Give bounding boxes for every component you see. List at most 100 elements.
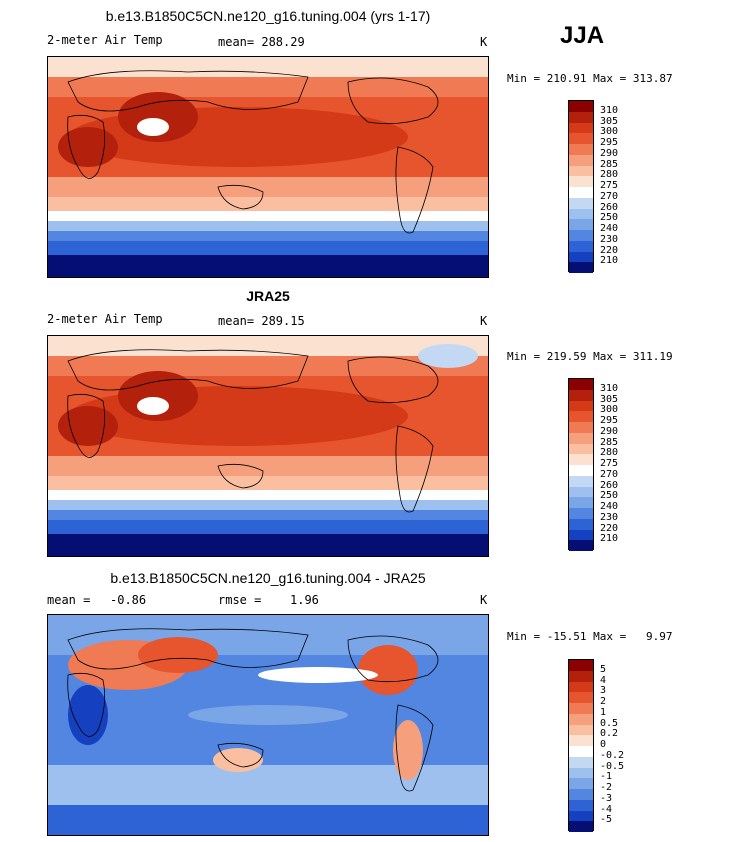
map1-south1	[48, 177, 488, 197]
map1-arctic	[48, 57, 488, 77]
panel-2-title: JRA25	[246, 288, 290, 304]
colorbar-tick-label: 4	[600, 674, 607, 686]
colorbar-tick-label: 3	[600, 685, 607, 697]
map1-africa-outline	[67, 114, 106, 179]
map3-south-band	[48, 765, 488, 805]
colorbar-swatch	[569, 497, 593, 508]
panel-3-minmax-value: 9.97	[646, 630, 673, 643]
map3-antarctic-band	[48, 805, 488, 835]
colorbar-swatch	[569, 778, 593, 789]
map-panel-1	[47, 56, 489, 278]
map2-namerica-outline	[347, 356, 439, 404]
colorbar-swatch	[569, 789, 593, 800]
colorbar-tick-label: 280	[600, 169, 619, 181]
colorbar-tick-label: 260	[600, 201, 619, 213]
colorbar-tick-label: 275	[600, 180, 619, 191]
colorbar-tick-label: 305	[600, 115, 619, 127]
map2-arctic	[48, 336, 488, 356]
colorbar-swatch	[569, 703, 593, 714]
colorbar-swatch	[569, 432, 593, 444]
map1-tibet	[137, 118, 169, 136]
panel-1-units: K	[480, 35, 488, 49]
colorbar-tick-label: 230	[600, 511, 619, 523]
colorbar-swatch	[569, 111, 593, 123]
colorbar-tick-label: 280	[600, 447, 619, 459]
colorbar-swatch	[569, 660, 593, 671]
map1-south2	[48, 197, 488, 211]
colorbar-tick-label: 300	[600, 404, 619, 416]
map1-namerica-outline	[347, 77, 439, 125]
map3-warm-samerica	[393, 720, 423, 780]
colorbar-panel-3	[568, 659, 594, 832]
map1-northmid	[48, 77, 488, 97]
colorbar-swatch	[569, 208, 593, 220]
colorbar-tick-label: 290	[600, 147, 619, 159]
panel-3-mean-value: -0.86	[110, 593, 147, 607]
panel-3-title: b.e13.B1850C5CN.ne120_g16.tuning.004 - J…	[110, 570, 426, 586]
colorbar-swatch	[569, 508, 593, 519]
colorbar-swatch	[569, 101, 593, 112]
colorbar-swatch	[569, 475, 593, 487]
colorbar-swatch	[569, 133, 593, 144]
colorbar-tick-label: 0	[600, 739, 607, 750]
colorbar-swatch	[569, 144, 593, 155]
colorbar-tick-label: -1	[600, 771, 613, 783]
colorbar-swatch	[569, 165, 593, 177]
colorbar-swatch	[569, 262, 593, 273]
colorbar-tick-label: 1	[600, 706, 607, 718]
panel-1-variable: 2-meter Air Temp	[47, 33, 163, 47]
map3-warm-namerica	[358, 645, 418, 695]
colorbar-swatch	[569, 454, 593, 465]
map1-australia-outline	[217, 184, 264, 210]
colorbar-swatch	[569, 735, 593, 746]
map2-samerica-outline	[395, 425, 434, 513]
map2-south6	[48, 520, 488, 534]
map-panel-2	[47, 335, 489, 557]
colorbar-tick-label: 285	[600, 158, 619, 170]
map1-south4	[48, 221, 488, 231]
map1-south5	[48, 231, 488, 241]
map2-africa-outline	[67, 393, 106, 458]
map3-eurasia-outline	[67, 628, 309, 670]
colorbar-swatch	[569, 799, 593, 811]
colorbar-swatch	[569, 400, 593, 412]
panel-2-units: K	[480, 314, 488, 328]
colorbar-tick-label: 305	[600, 393, 619, 405]
map1-hot-africa	[58, 127, 118, 167]
panel-3-minmax-label: Min = -15.51 Max =	[507, 630, 627, 643]
colorbar-tick-label: 300	[600, 126, 619, 138]
colorbar-tick-label: 220	[600, 244, 619, 256]
panel-2-minmax: Min = 219.59 Max = 311.19	[507, 350, 673, 363]
colorbar-swatch	[569, 197, 593, 209]
map3-warm-siberia	[138, 637, 218, 673]
colorbar-tick-label: 240	[600, 501, 619, 512]
colorbar-tick-label: 0.2	[600, 728, 619, 740]
colorbar-swatch	[569, 767, 593, 779]
colorbar-swatch	[569, 681, 593, 693]
colorbar-tick-label: 270	[600, 468, 619, 480]
colorbar-tick-label: 310	[600, 382, 619, 394]
colorbar-tick-label: -0.2	[600, 749, 625, 761]
panel-3-rmse-label: rmse =	[218, 593, 262, 607]
colorbar-swatch	[569, 724, 593, 736]
panel-3-rmse-value: 1.96	[290, 593, 319, 607]
panel-2-mean: mean= 289.15	[218, 314, 305, 328]
colorbar-swatch	[569, 379, 593, 390]
map2-hot-africa	[58, 406, 118, 446]
map-panel-3	[47, 614, 489, 836]
colorbar-tick-label: 250	[600, 490, 619, 502]
colorbar-swatch	[569, 756, 593, 768]
map2-south4	[48, 500, 488, 510]
map1-eurasia-outline	[67, 70, 309, 112]
colorbar-tick-label: 270	[600, 190, 619, 202]
colorbar-swatch	[569, 230, 593, 241]
colorbar-panel-2	[568, 378, 594, 551]
colorbar-swatch	[569, 187, 593, 198]
colorbar-swatch	[569, 240, 593, 252]
colorbar-tick-label: 5	[600, 663, 607, 675]
colorbar-swatch	[569, 389, 593, 401]
colorbar-tick-label: -2	[600, 782, 613, 793]
colorbar-swatch	[569, 486, 593, 498]
map2-south2	[48, 476, 488, 490]
map2-south5	[48, 510, 488, 520]
